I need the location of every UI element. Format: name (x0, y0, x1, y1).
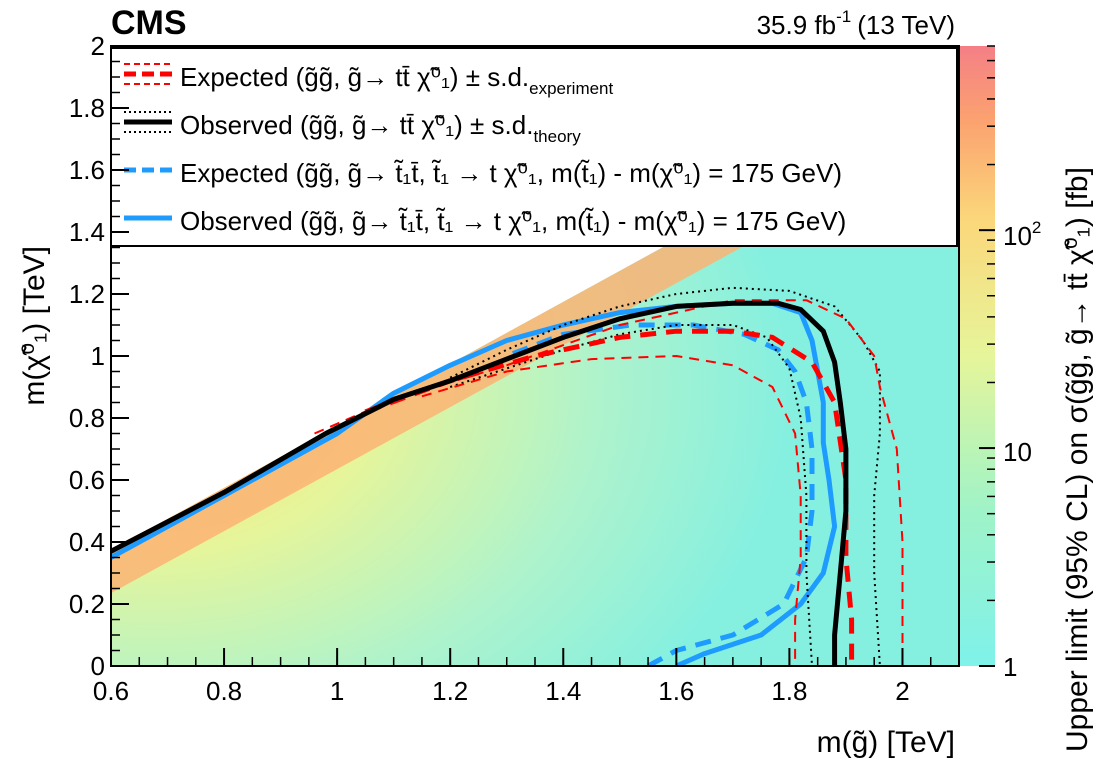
y-tick-label: 0.4 (69, 527, 105, 557)
y-tick-labels: 0 0.2 0.4 0.6 0.8 1 1.2 1.4 1.6 1.8 2 (69, 31, 105, 681)
lumi-value: 35.9 fb (757, 10, 837, 40)
lumi-exponent: -1 (836, 7, 851, 26)
color-bar-gradient (960, 46, 995, 666)
y-tick-label: 0 (91, 651, 105, 681)
contour-exp-minus (421, 355, 802, 666)
color-bar-ticks (979, 45, 995, 667)
legend-entry-4: Observed (g̃g̃, g̃→ t̃₁t̄, t̃₁ → t χ̃⁰₁,… (180, 206, 846, 236)
y-axis-title: m(χ̃⁰₁) [TeV] (18, 246, 51, 406)
y-tick-label: 0.8 (69, 403, 105, 433)
legend-label-1: Expected (g̃g̃, g̃→ tt̄ χ̃⁰₁) ± s.d. (180, 62, 529, 92)
y-tick-label: 1.2 (69, 279, 105, 309)
y-tick-label: 2 (91, 31, 105, 61)
color-bar: 1 10 102 Upper limit (95% CL) on σ(g̃g̃,… (960, 45, 1094, 752)
x-tick-label: 1.4 (545, 676, 581, 706)
x-tick-label: 0.6 (93, 676, 129, 706)
x-axis-title: m(g̃) [TeV] (817, 726, 955, 759)
z-tick-100: 102 (1003, 218, 1041, 251)
axis-ticks (110, 45, 960, 667)
contour-obs-central (111, 300, 849, 666)
limit-contours (111, 286, 904, 666)
y-tick-label: 1 (91, 341, 105, 371)
z-tick-100-base: 10 (1003, 221, 1032, 251)
contour-exp-stop (505, 322, 815, 666)
legend-box (110, 47, 958, 247)
z-tick-1: 1 (1003, 652, 1017, 682)
experiment-label: CMS (111, 4, 187, 42)
contour-exp-plus (314, 299, 904, 666)
legend-entry-3: Expected (g̃g̃, g̃→ t̃₁t̄, t̃₁ → t χ̃⁰₁,… (180, 158, 842, 188)
x-tick-label: 2 (895, 676, 909, 706)
x-tick-label: 1.2 (432, 676, 468, 706)
lumi-energy: (13 TeV) (857, 10, 955, 40)
z-tick-10: 10 (1003, 437, 1032, 467)
luminosity-label: 35.9 fb-1 (13 TeV) (757, 7, 955, 40)
y-tick-label: 0.2 (69, 589, 105, 619)
legend-entry-1: Expected (g̃g̃, g̃→ tt̄ χ̃⁰₁) ± s.d.expe… (180, 62, 614, 98)
legend-sample-1 (124, 63, 172, 85)
legend-label-2: Observed (g̃g̃, g̃→ tt̄ χ̃⁰₁) ± s.d. (180, 110, 533, 140)
legend-sub-2: theory (533, 127, 581, 146)
contour-exp-central (364, 328, 855, 666)
y-tick-label: 0.6 (69, 465, 105, 495)
y-tick-label: 1.4 (69, 217, 105, 247)
y-tick-label: 1.8 (69, 93, 105, 123)
x-tick-labels: 0.6 0.8 1 1.2 1.4 1.6 1.8 2 (93, 676, 910, 706)
contour-obs-stop-plus (449, 286, 881, 666)
legend-sample-2 (124, 111, 172, 133)
x-tick-label: 1.8 (771, 676, 807, 706)
legend-entry-2: Observed (g̃g̃, g̃→ tt̄ χ̃⁰₁) ± s.d.theo… (180, 110, 581, 146)
z-axis-title: Upper limit (95% CL) on σ(g̃g̃, g̃→ tt̄ … (1061, 167, 1094, 752)
legend-samples (124, 63, 172, 221)
legend-sub-1: experiment (529, 79, 613, 98)
x-tick-label: 1.6 (658, 676, 694, 706)
x-tick-label: 0.8 (206, 676, 242, 706)
x-tick-label: 1 (330, 676, 344, 706)
z-tick-100-exp: 2 (1032, 218, 1041, 237)
y-tick-label: 1.6 (69, 155, 105, 185)
legend: Expected (g̃g̃, g̃→ tt̄ χ̃⁰₁) ± s.d.expe… (110, 47, 958, 247)
